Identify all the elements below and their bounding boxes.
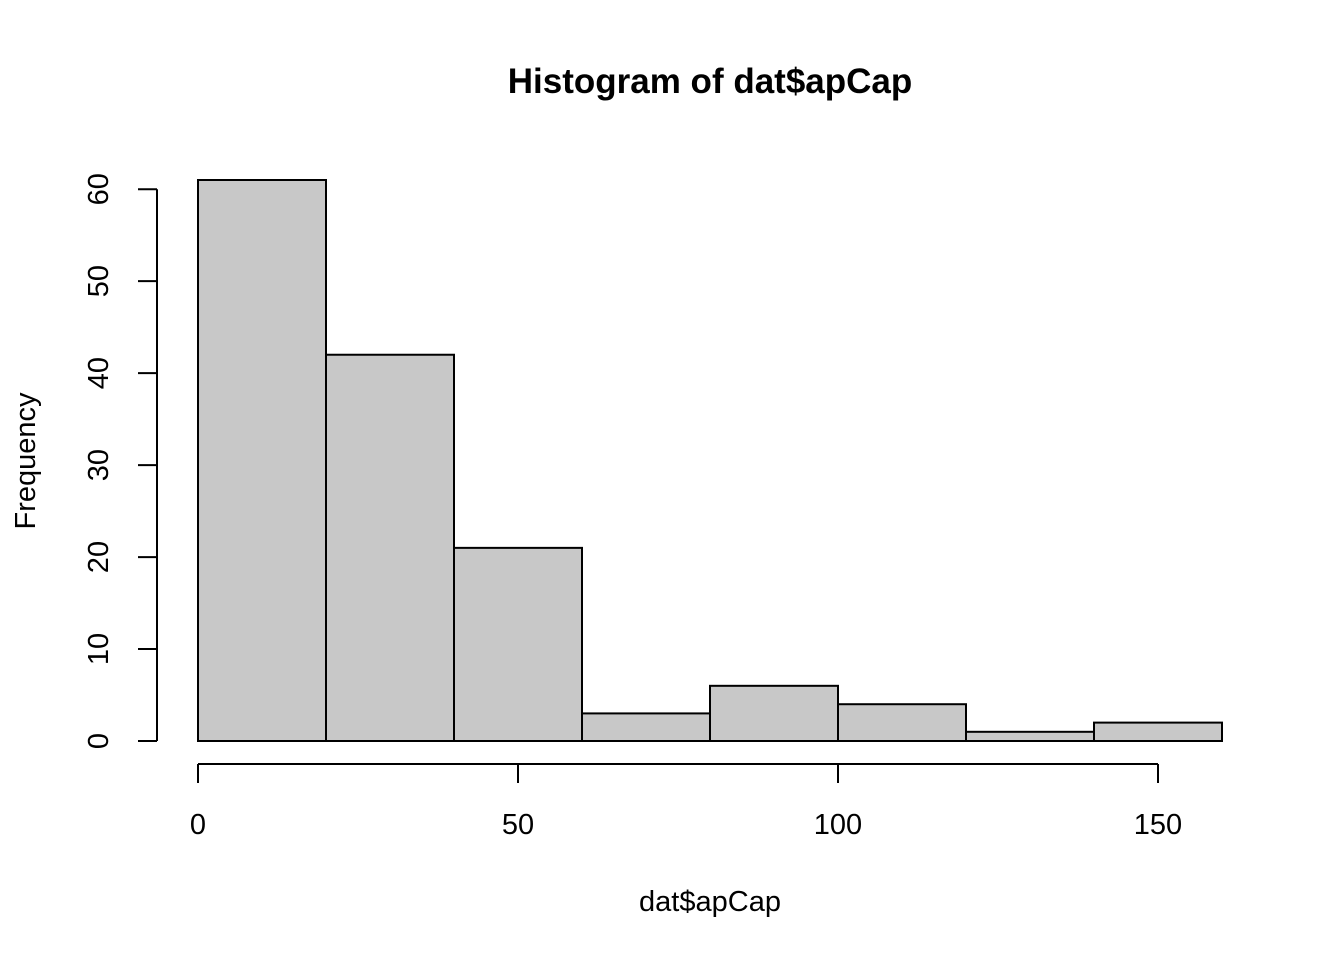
x-axis-label: dat$apCap	[639, 886, 781, 918]
y-tick-label-40: 40	[83, 357, 115, 389]
histogram-bar-0	[197, 179, 327, 742]
x-axis: 0 50 100 150	[190, 763, 1182, 841]
y-tick-label-30: 30	[83, 449, 115, 481]
histogram-bar-1	[325, 353, 455, 742]
histogram-bar-3	[581, 712, 711, 743]
bars-group	[197, 179, 1223, 743]
x-tick-label-0: 0	[190, 809, 206, 841]
histogram-bar-5	[837, 703, 967, 743]
x-tick-label-150: 150	[1134, 809, 1182, 841]
histogram-bar-7	[1093, 721, 1223, 743]
histogram-bar-4	[709, 684, 839, 743]
y-tick-label-50: 50	[83, 265, 115, 297]
y-tick-label-60: 60	[83, 173, 115, 205]
histogram-bar-2	[453, 546, 583, 742]
histogram-bar-6	[965, 730, 1095, 743]
y-tick-label-10: 10	[83, 633, 115, 665]
y-axis: 0 10 20 30 40 50 60	[83, 173, 158, 749]
y-tick-label-0: 0	[83, 733, 115, 749]
x-tick-label-50: 50	[502, 809, 534, 841]
y-axis-label: Frequency	[10, 392, 42, 530]
x-tick-label-100: 100	[814, 809, 862, 841]
y-tick-label-20: 20	[83, 541, 115, 573]
chart-title: Histogram of dat$apCap	[508, 62, 913, 101]
